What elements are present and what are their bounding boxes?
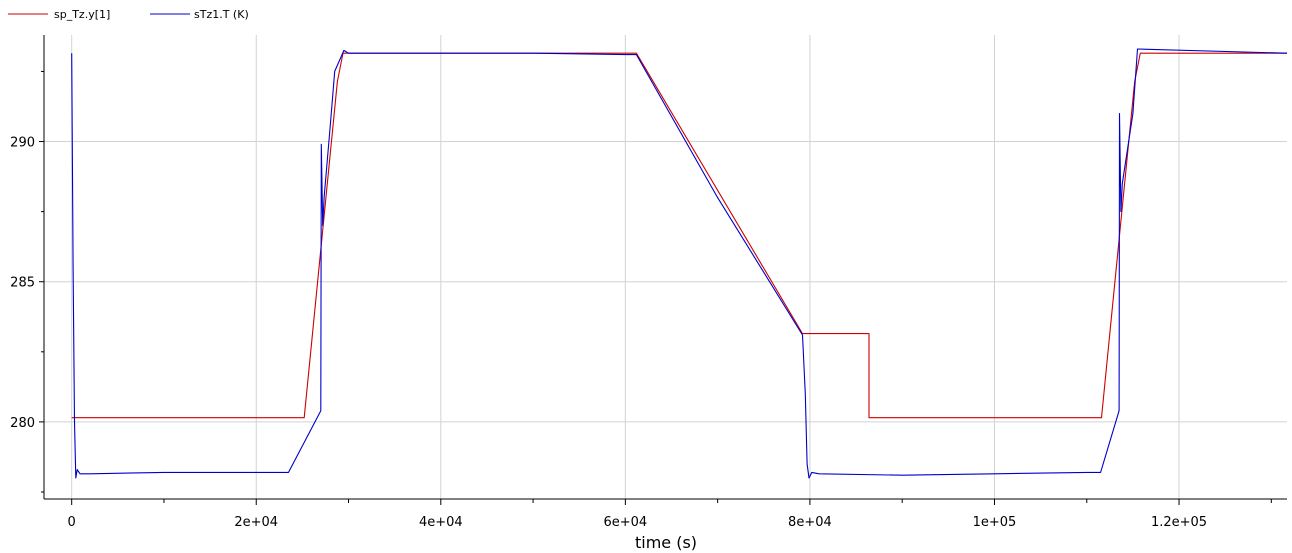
x-tick-label-1: 2e+04	[234, 515, 278, 530]
series-line-1	[71, 52, 1287, 419]
x-axis-label: time (s)	[635, 533, 697, 552]
series-line-2	[71, 48, 1288, 479]
x-tick-label-3: 6e+04	[603, 515, 647, 530]
y-tick-label-1: 285	[10, 276, 35, 291]
gridlines	[44, 35, 1287, 499]
axes	[39, 35, 1287, 505]
legend: sp_Tz.y[1] sTz1.T (K)	[8, 8, 249, 21]
tick-labels: 0 2e+04 4e+04 6e+04 8e+04 1e+05 1.2e+05 280 285 2…	[10, 136, 1207, 530]
x-tick-label-4: 8e+04	[788, 515, 832, 530]
legend-label-series-2: sTz1.T (K)	[194, 8, 249, 21]
x-tick-label-0: 0	[68, 515, 76, 530]
y-tick-label-2: 290	[10, 136, 35, 151]
plot-area	[71, 48, 1288, 479]
x-tick-label-5: 1e+05	[973, 515, 1017, 530]
x-tick-label-2: 4e+04	[419, 515, 463, 530]
x-tick-label-6: 1.2e+05	[1151, 515, 1207, 530]
legend-label-series-1: sp_Tz.y[1]	[54, 8, 110, 21]
y-tick-label-0: 280	[10, 416, 35, 431]
